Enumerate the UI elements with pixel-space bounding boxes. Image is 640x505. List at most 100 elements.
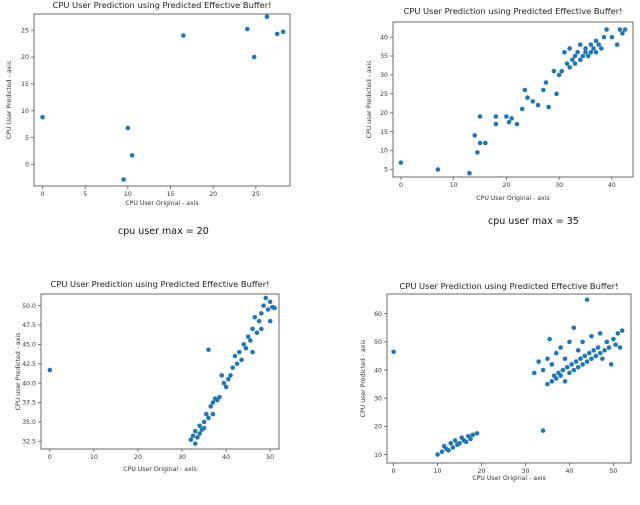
data-point <box>129 153 135 158</box>
data-point <box>472 133 478 138</box>
data-point <box>611 336 616 342</box>
y-tick-label: 42.5 <box>22 361 36 368</box>
data-point <box>558 345 563 350</box>
y-tick-label: 5 <box>25 135 29 142</box>
data-point <box>595 345 601 350</box>
data-point <box>586 350 592 356</box>
data-point <box>519 106 525 112</box>
x-tick-label: 30 <box>555 182 563 189</box>
x-axis-label: CPU User Original - axis <box>123 466 196 473</box>
data-point <box>477 114 483 119</box>
data-point <box>243 345 249 351</box>
y-tick-label: 60 <box>374 311 382 318</box>
data-point <box>530 99 536 104</box>
x-tick-label: 30 <box>522 468 530 475</box>
x-tick-label: 0 <box>399 182 403 189</box>
data-point <box>228 373 233 378</box>
data-point <box>509 116 514 121</box>
data-point <box>250 349 255 355</box>
data-point <box>391 349 396 355</box>
plot-frame <box>386 293 632 464</box>
data-point <box>604 339 610 345</box>
data-point <box>195 435 200 440</box>
data-point <box>217 394 222 400</box>
y-tick-label: 35.0 <box>22 419 36 426</box>
x-tick-label: 50 <box>609 468 617 475</box>
data-point <box>622 27 628 32</box>
y-tick-label: 35 <box>380 53 388 60</box>
data-point <box>571 325 577 331</box>
data-point <box>274 31 280 37</box>
data-point <box>483 140 488 146</box>
data-point <box>572 61 578 66</box>
data-point <box>475 150 480 155</box>
data-point <box>188 437 194 442</box>
data-point <box>435 452 440 457</box>
y-tick-label: 37.5 <box>22 400 36 407</box>
data-point <box>556 72 562 78</box>
y-tick-label: 10 <box>374 452 382 459</box>
data-point <box>248 338 253 343</box>
data-point <box>601 34 607 40</box>
data-point <box>237 349 242 355</box>
scatter-chart-2: CPU User Prediction using Predicted Effe… <box>366 6 634 202</box>
data-point <box>463 439 469 445</box>
data-point <box>467 170 472 176</box>
y-tick-label: 20 <box>380 110 388 117</box>
data-point <box>251 54 257 60</box>
y-tick-label: 40.0 <box>22 380 36 387</box>
data-point <box>450 445 456 450</box>
chart-caption-1: cpu user max = 20 <box>118 226 209 237</box>
chart-title: CPU User Prediction using Predicted Effe… <box>404 6 623 16</box>
data-point <box>525 95 530 100</box>
data-point <box>604 27 609 32</box>
data-point <box>562 356 568 362</box>
y-axis-label: CPU user Predicted - axis <box>360 340 367 418</box>
data-point <box>540 367 546 373</box>
scatter-chart-3: CPU User Prediction using Predicted Effe… <box>15 279 280 473</box>
data-point <box>197 423 202 429</box>
data-point <box>578 356 583 362</box>
data-point <box>452 438 458 443</box>
data-point <box>562 379 568 384</box>
data-point <box>234 361 240 367</box>
x-tick-label: 0 <box>392 468 396 475</box>
x-tick-label: 30 <box>178 454 186 461</box>
plot-frame <box>40 293 280 450</box>
data-point <box>259 326 264 332</box>
x-tick-label: 40 <box>222 454 230 461</box>
data-point <box>617 345 623 350</box>
data-point <box>543 80 549 85</box>
x-tick-label: 0 <box>41 191 45 198</box>
data-point <box>477 140 483 146</box>
data-point <box>593 49 599 55</box>
data-point <box>554 91 559 97</box>
chart-panel-4: CPU User Prediction using Predicted Effe… <box>320 280 640 505</box>
plot-frame <box>392 21 634 178</box>
data-point <box>597 331 603 336</box>
data-point <box>584 359 590 364</box>
data-point <box>206 347 211 353</box>
x-tick-label: 0 <box>48 454 52 461</box>
data-point <box>250 326 255 332</box>
y-tick-label: 0 <box>25 162 29 169</box>
data-point <box>254 330 260 336</box>
x-tick-label: 10 <box>450 182 458 189</box>
data-point <box>567 339 572 345</box>
data-point <box>614 42 620 47</box>
data-point <box>203 411 209 417</box>
y-tick-label: 40 <box>374 367 382 374</box>
data-point <box>569 362 574 367</box>
data-point <box>583 46 588 51</box>
data-point <box>573 359 579 364</box>
data-point <box>448 440 454 446</box>
x-tick-label: 5 <box>83 191 87 198</box>
scatter-chart-4: CPU User Prediction using Predicted Effe… <box>360 281 632 482</box>
data-point <box>535 102 541 108</box>
data-point <box>580 339 585 345</box>
data-point <box>267 318 273 324</box>
scatter-chart-1: CPU User Prediction using Predicted Effe… <box>6 0 291 207</box>
data-point <box>577 57 583 63</box>
data-point <box>613 342 618 347</box>
data-point <box>208 404 213 409</box>
